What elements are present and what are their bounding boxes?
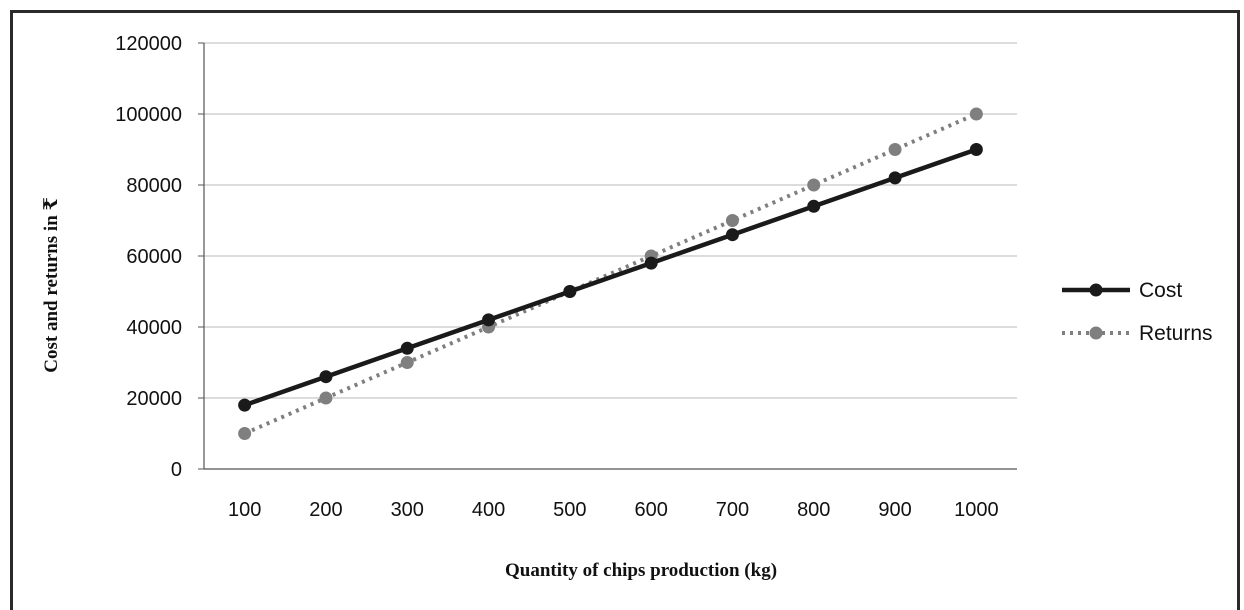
x-tick-label: 500 (553, 499, 586, 521)
data-point-returns (238, 427, 252, 440)
legend-label: Returns (1139, 322, 1213, 345)
x-tick-label: 200 (309, 499, 342, 521)
legend-swatch-marker (1089, 283, 1103, 297)
data-point-cost (969, 143, 983, 156)
legend-item-cost: Cost (1062, 279, 1182, 302)
y-tick-label: 40000 (126, 317, 182, 339)
y-tick-label: 80000 (126, 175, 182, 197)
series-cost (238, 143, 983, 412)
data-point-cost (888, 171, 902, 185)
gridlines (204, 42, 1017, 399)
data-point-returns (969, 107, 983, 121)
x-tick-label: 800 (797, 499, 830, 521)
data-point-cost (482, 313, 496, 327)
x-tick-label: 700 (716, 499, 749, 521)
data-point-returns (888, 143, 902, 156)
x-tick-label: 600 (634, 499, 667, 521)
x-tick-label: 900 (878, 499, 911, 521)
y-tick-label: 120000 (115, 33, 182, 55)
data-point-cost (238, 398, 252, 412)
data-point-cost (563, 285, 577, 298)
legend-label: Cost (1139, 279, 1182, 302)
x-axis-title: Quantity of chips production (kg) (505, 560, 777, 581)
legend-swatch-marker (1089, 326, 1103, 340)
series-line-returns (243, 112, 978, 436)
data-point-returns (319, 391, 333, 405)
x-tick-label: 1000 (954, 499, 999, 521)
x-tick-label: 100 (228, 499, 261, 521)
data-point-cost (319, 370, 333, 384)
series-returns (238, 107, 983, 440)
y-tick-label: 0 (171, 459, 182, 481)
x-tick-label: 300 (391, 499, 424, 521)
series (238, 107, 983, 440)
y-tick-label: 20000 (126, 388, 182, 410)
y-axis-title: Cost and returns in ₹ (41, 197, 62, 372)
data-point-cost (400, 341, 414, 355)
axes (198, 42, 1017, 470)
data-point-returns (725, 214, 739, 227)
data-point-cost (725, 228, 739, 242)
x-tick-labels: 100 200 300 400 500 600 700 800 900 1000 (228, 499, 999, 521)
data-point-cost (807, 199, 821, 213)
y-tick-label: 60000 (126, 246, 182, 268)
data-point-returns (807, 178, 821, 192)
x-tick-label: 400 (472, 499, 505, 521)
legend: Cost Returns (1062, 279, 1213, 345)
y-tick-labels: 0 20000 40000 60000 80000 100000 120000 (115, 33, 182, 481)
y-tick-label: 100000 (115, 104, 182, 126)
legend-item-returns: Returns (1062, 322, 1213, 345)
data-point-returns (400, 356, 414, 369)
data-point-cost (644, 256, 658, 270)
chart-frame (10, 10, 1240, 610)
series-line-cost (243, 147, 978, 408)
